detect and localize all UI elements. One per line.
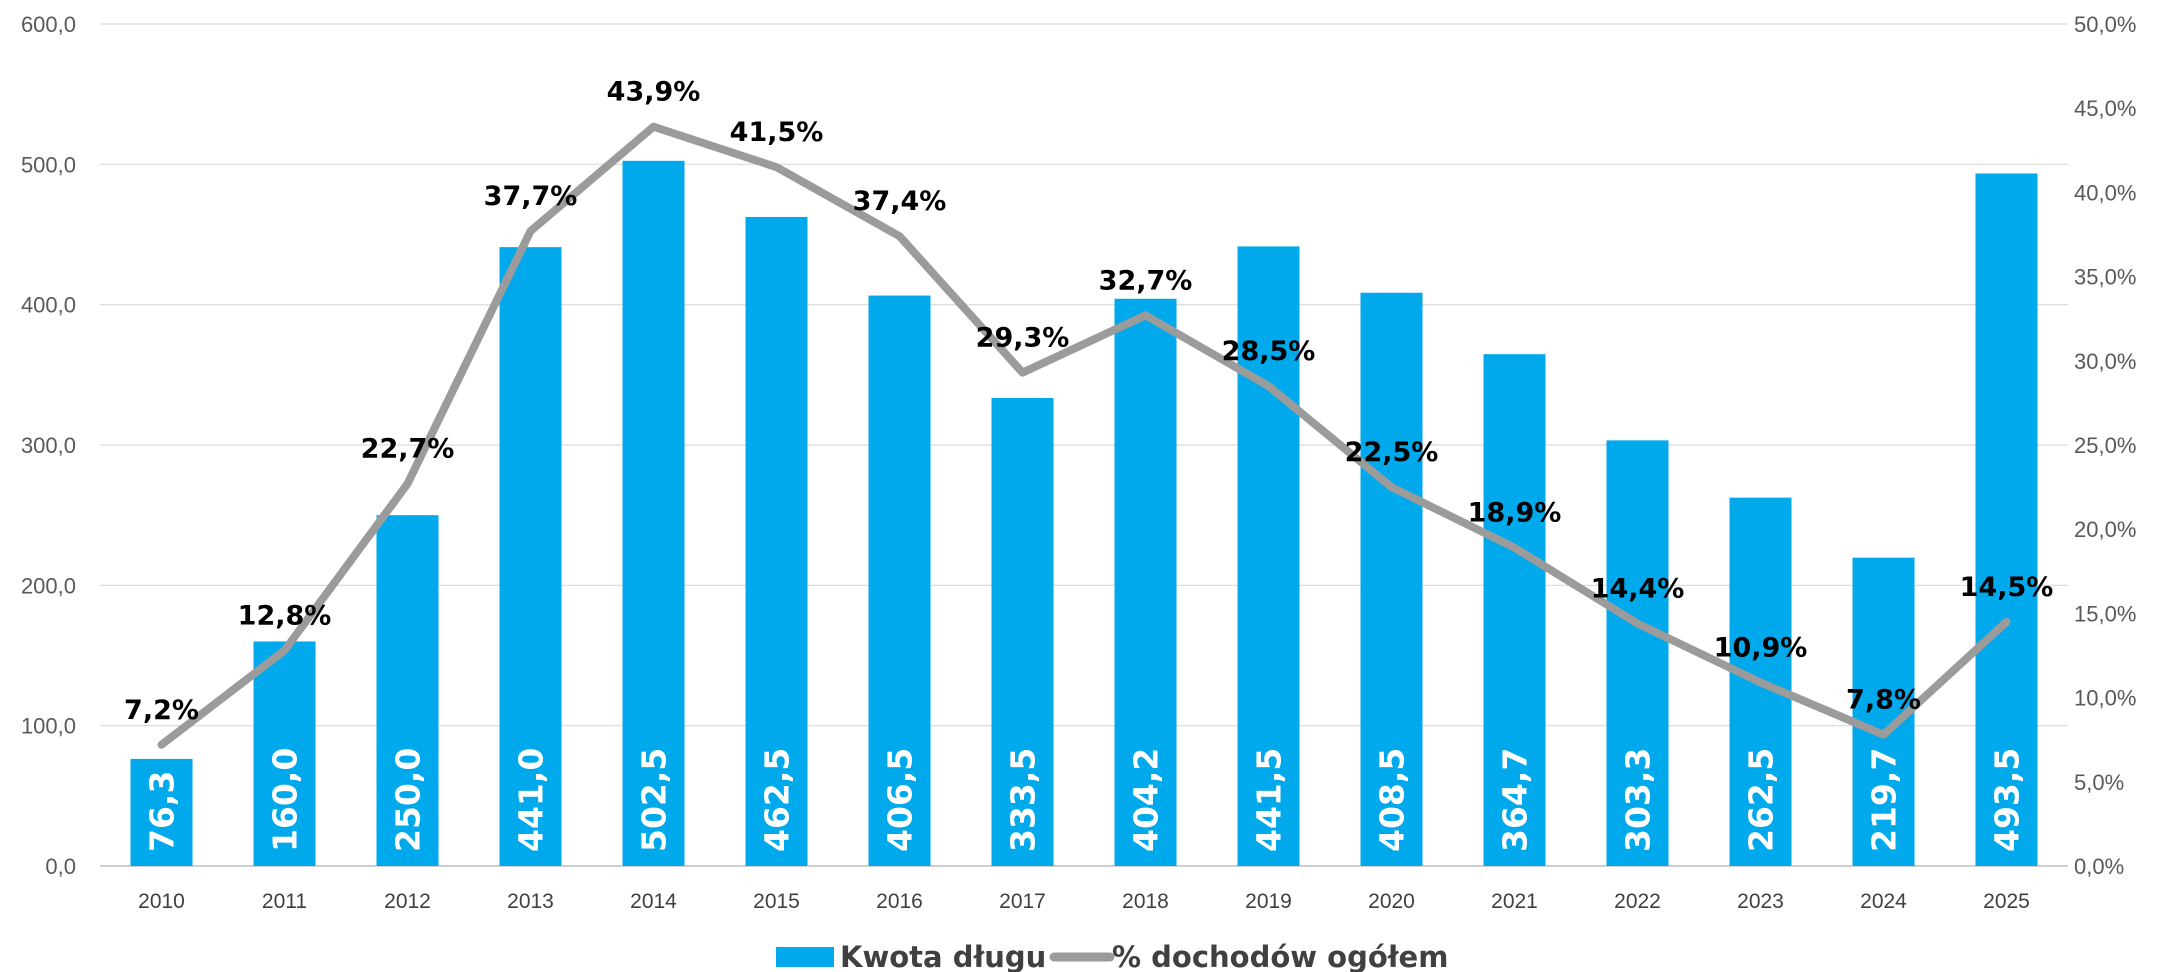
line-data-label: 22,5% bbox=[1345, 437, 1439, 468]
bar bbox=[622, 160, 685, 866]
right-axis-tick-label: 15,0% bbox=[2074, 601, 2136, 626]
bar-data-label: 160,0 bbox=[266, 748, 305, 852]
bar-data-label: 76,3 bbox=[143, 771, 182, 852]
left-axis-tick-label: 0,0 bbox=[45, 854, 76, 879]
left-axis-tick-label: 200,0 bbox=[21, 573, 76, 598]
bar bbox=[1360, 292, 1423, 866]
bar-data-label: 502,5 bbox=[635, 748, 674, 852]
right-axis-tick-label: 10,0% bbox=[2074, 686, 2136, 711]
line-data-label: 22,7% bbox=[361, 434, 455, 465]
x-axis-ticks: 2010 2011 2012 2013 2014 2015 2016 2017 2018 2019… bbox=[138, 890, 2030, 913]
x-axis-tick-label: 2014 bbox=[630, 890, 677, 913]
bar-data-label: 303,3 bbox=[1619, 748, 1658, 852]
line-data-label: 14,4% bbox=[1591, 574, 1685, 605]
x-axis-tick-label: 2012 bbox=[384, 890, 431, 913]
line-data-label: 10,9% bbox=[1714, 632, 1808, 663]
left-axis-tick-label: 300,0 bbox=[21, 433, 76, 458]
x-axis-tick-label: 2017 bbox=[999, 890, 1046, 913]
bar bbox=[376, 515, 439, 866]
right-axis-tick-label: 50,0% bbox=[2074, 12, 2136, 37]
line-data-label: 29,3% bbox=[976, 323, 1070, 354]
x-axis-tick-label: 2023 bbox=[1737, 890, 1784, 913]
line-series bbox=[157, 122, 2011, 749]
right-axis-tick-label: 0,0% bbox=[2074, 854, 2124, 879]
left-axis-ticks: 0,0 100,0 200,0 300,0 400,0 500,0 600,0 bbox=[21, 12, 76, 879]
x-axis-tick-label: 2022 bbox=[1614, 890, 1661, 913]
bar bbox=[1237, 246, 1300, 866]
bar-data-label: 406,5 bbox=[881, 748, 920, 852]
line-data-label: 28,5% bbox=[1222, 336, 1316, 367]
bar bbox=[499, 247, 562, 866]
bar bbox=[130, 758, 193, 866]
bar-data-label: 404,2 bbox=[1127, 748, 1166, 852]
legend-label-bar: Kwota długu bbox=[840, 940, 1046, 972]
bar bbox=[1114, 298, 1177, 866]
bar-data-label: 441,0 bbox=[512, 748, 551, 852]
left-axis-tick-label: 500,0 bbox=[21, 152, 76, 177]
line-data-label: 7,2% bbox=[124, 695, 199, 726]
line-data-label: 32,7% bbox=[1099, 265, 1193, 296]
bar bbox=[253, 641, 316, 866]
right-axis-ticks: 0,0% 5,0% 10,0% 15,0% 20,0% 25,0% 30,0% 35,0% 40… bbox=[2074, 12, 2136, 879]
x-axis-tick-label: 2025 bbox=[1983, 890, 2030, 913]
x-axis-tick-label: 2021 bbox=[1491, 890, 1538, 913]
right-axis-tick-label: 20,0% bbox=[2074, 517, 2136, 542]
line-data-labels: 7,2% 12,8% 22,7% 37,7% 43,9% 41,5% 37,4% 29,3% 3… bbox=[124, 77, 2053, 726]
left-axis-tick-label: 600,0 bbox=[21, 12, 76, 37]
x-axis-tick-label: 2019 bbox=[1245, 890, 1292, 913]
x-axis-tick-label: 2011 bbox=[262, 890, 307, 913]
bar bbox=[1483, 354, 1546, 866]
x-axis-tick-label: 2016 bbox=[876, 890, 923, 913]
bar bbox=[1975, 173, 2038, 866]
line-data-label: 12,8% bbox=[238, 600, 332, 631]
legend-swatch-bar bbox=[776, 947, 834, 967]
bar bbox=[1606, 440, 1669, 866]
line-series-path bbox=[157, 122, 2011, 749]
line-data-label: 7,8% bbox=[1846, 685, 1921, 716]
x-axis-tick-label: 2018 bbox=[1122, 890, 1169, 913]
left-axis-tick-label: 100,0 bbox=[21, 714, 76, 739]
x-axis-tick-label: 2015 bbox=[753, 890, 800, 913]
bar-data-label: 462,5 bbox=[758, 748, 797, 852]
line-data-label: 37,4% bbox=[853, 186, 947, 217]
bar-data-label: 364,7 bbox=[1496, 748, 1535, 852]
bar-data-label: 408,5 bbox=[1373, 748, 1412, 852]
line-data-label: 37,7% bbox=[484, 181, 578, 212]
bar-data-label: 493,5 bbox=[1988, 748, 2027, 852]
left-axis-tick-label: 400,0 bbox=[21, 293, 76, 318]
bar-data-label: 219,7 bbox=[1865, 748, 1904, 852]
line-data-label: 18,9% bbox=[1468, 498, 1562, 529]
bar-data-label: 262,5 bbox=[1742, 748, 1781, 852]
bar-series: 76,3 160,0 250,0 441,0 502,5 462,5 406,5 333,5 4… bbox=[130, 160, 2038, 867]
bar-data-label: 333,5 bbox=[1004, 748, 1043, 852]
bar-data-label: 250,0 bbox=[389, 748, 428, 852]
legend: Kwota długu % dochodów ogółem bbox=[776, 940, 1448, 972]
right-axis-tick-label: 45,0% bbox=[2074, 96, 2136, 121]
line-data-label: 43,9% bbox=[607, 77, 701, 108]
bar bbox=[868, 295, 931, 866]
legend-label-line: % dochodów ogółem bbox=[1112, 940, 1448, 972]
x-axis-tick-label: 2024 bbox=[1860, 890, 1907, 913]
right-axis-tick-label: 40,0% bbox=[2074, 180, 2136, 205]
x-axis-tick-label: 2010 bbox=[138, 890, 185, 913]
right-axis-tick-label: 30,0% bbox=[2074, 349, 2136, 374]
right-axis-tick-label: 35,0% bbox=[2074, 265, 2136, 290]
right-axis-tick-label: 5,0% bbox=[2074, 770, 2124, 795]
right-axis-tick-label: 25,0% bbox=[2074, 433, 2136, 458]
x-axis-tick-label: 2013 bbox=[507, 890, 554, 913]
line-data-label: 14,5% bbox=[1960, 572, 2054, 603]
bar bbox=[991, 397, 1054, 866]
x-axis-tick-label: 2020 bbox=[1368, 890, 1415, 913]
line-data-label: 41,5% bbox=[730, 117, 824, 148]
bar bbox=[745, 216, 808, 867]
bar-data-label: 441,5 bbox=[1250, 748, 1289, 852]
